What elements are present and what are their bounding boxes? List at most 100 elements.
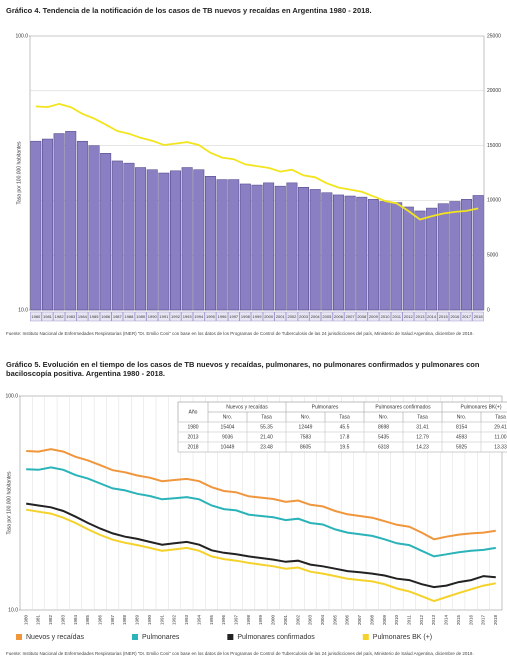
y-tick-label: 10.0 xyxy=(8,607,18,613)
table-value: 12.79 xyxy=(416,434,429,440)
x-tick-label: 1996 xyxy=(218,314,228,319)
x-tick-label: 2009 xyxy=(369,314,379,319)
x-tick-label: 1989 xyxy=(135,614,140,625)
y-tick-label: 100.0 xyxy=(15,33,28,39)
x-tick-label: 2007 xyxy=(346,314,356,319)
x-tick-label: 1998 xyxy=(241,314,251,319)
x-tick-label: 1987 xyxy=(110,614,115,625)
table-value: 14.23 xyxy=(416,444,429,450)
x-tick-label: 2016 xyxy=(450,314,460,319)
line xyxy=(35,102,479,221)
table-subheader: Nro. xyxy=(379,414,388,420)
x-tick-label: 2012 xyxy=(404,314,414,319)
table-value: 8698 xyxy=(378,424,389,430)
year-cell xyxy=(297,311,310,322)
table-subheader: Nro. xyxy=(223,414,232,420)
year-cell xyxy=(414,311,426,322)
table-value: 8605 xyxy=(300,444,311,450)
x-tick-label: 2005 xyxy=(322,314,332,319)
legend-swatch xyxy=(362,634,369,640)
x-tick-label: 2010 xyxy=(394,614,399,625)
year-cell xyxy=(332,311,345,322)
year-cell xyxy=(53,311,65,322)
chart-title: Gráfico 5. Evolución en el tiempo de los… xyxy=(6,360,480,378)
table-value: 11.00 xyxy=(494,434,506,440)
year-cell xyxy=(146,311,158,322)
x-tick-label: 2018 xyxy=(493,614,498,625)
legend-label: Pulmonares xyxy=(142,634,180,641)
table-value: 45.5 xyxy=(340,424,350,430)
y2-tick-label: 15000 xyxy=(487,143,501,149)
bar xyxy=(472,195,484,311)
year-cell xyxy=(425,311,438,322)
y-tick-label: 10.0 xyxy=(18,307,28,313)
table-value: 17.8 xyxy=(340,434,350,440)
y2-tick-label: 25000 xyxy=(487,33,501,39)
table-value: 19.5 xyxy=(340,444,350,450)
x-tick-label: 1988 xyxy=(124,314,134,319)
x-tick-label: 2013 xyxy=(416,314,426,319)
year-cell xyxy=(111,311,124,322)
year-cell xyxy=(134,311,147,322)
x-tick-label: 2002 xyxy=(295,614,300,625)
x-tick-label: 1986 xyxy=(98,614,103,625)
year-cell xyxy=(76,311,89,322)
bar xyxy=(263,182,275,311)
bar xyxy=(461,199,473,311)
bar xyxy=(449,201,461,311)
data-table: Año Nuevos y recaídas Pulmonares Pulmonares… xyxy=(177,401,507,453)
x-tick-label: 1993 xyxy=(183,314,193,319)
bar xyxy=(30,140,42,311)
bar xyxy=(367,199,379,311)
legend-swatch xyxy=(131,634,138,640)
bar xyxy=(344,195,356,311)
x-tick-label: 2001 xyxy=(276,314,286,319)
legend-swatch xyxy=(227,634,234,640)
x-tick-label: 2016 xyxy=(468,614,473,625)
x-tick-label: 2017 xyxy=(481,614,486,625)
x-tick-label: 2007 xyxy=(357,614,362,625)
bar xyxy=(88,145,100,311)
bar xyxy=(123,162,135,311)
year-cell xyxy=(158,311,170,322)
line xyxy=(26,502,496,589)
year-cell xyxy=(402,311,415,322)
table-subheader: Nro. xyxy=(301,414,310,420)
year-cell xyxy=(181,311,193,322)
table-bg xyxy=(177,401,507,453)
x-tick-label: 2014 xyxy=(444,614,449,625)
bar xyxy=(286,182,298,311)
chart-title: Gráfico 4. Tendencia de la notificación … xyxy=(6,6,372,15)
year-cell xyxy=(309,311,321,322)
bar xyxy=(216,179,228,311)
bar xyxy=(228,179,240,311)
x-tick-label: 1985 xyxy=(90,314,100,319)
x-tick-label: 2003 xyxy=(299,314,309,319)
x-tick-label: 1982 xyxy=(55,314,65,319)
x-tick-label: 1995 xyxy=(206,314,216,319)
year-cell xyxy=(367,311,380,322)
x-tick-label: 2018 xyxy=(474,314,484,319)
table-subheader: Tasa xyxy=(417,414,428,420)
bar xyxy=(251,184,263,311)
y2-tick-label: 5000 xyxy=(487,253,498,259)
bar xyxy=(333,194,344,311)
y-axis-label: Tasa por 100.000 habitantes xyxy=(16,141,22,205)
y2-tick-label: 20000 xyxy=(487,88,501,94)
x-tick-label: 1984 xyxy=(78,314,88,319)
table-value: 21.40 xyxy=(260,434,273,440)
x-tick-label: 2005 xyxy=(332,614,337,625)
x-tick-label: 1981 xyxy=(36,614,41,625)
table-value: 13.33 xyxy=(494,444,507,450)
x-tick-label: 1999 xyxy=(258,614,263,625)
year-cell xyxy=(41,311,54,322)
x-tick-label: 1985 xyxy=(85,614,90,625)
table-value: 6318 xyxy=(378,444,389,450)
x-tick-label: 2004 xyxy=(311,314,321,319)
year-cell xyxy=(216,311,228,322)
year-cell xyxy=(251,311,263,322)
bar xyxy=(135,167,147,311)
x-tick-label: 2000 xyxy=(264,314,274,319)
y2-tick-label: 10000 xyxy=(487,198,501,204)
